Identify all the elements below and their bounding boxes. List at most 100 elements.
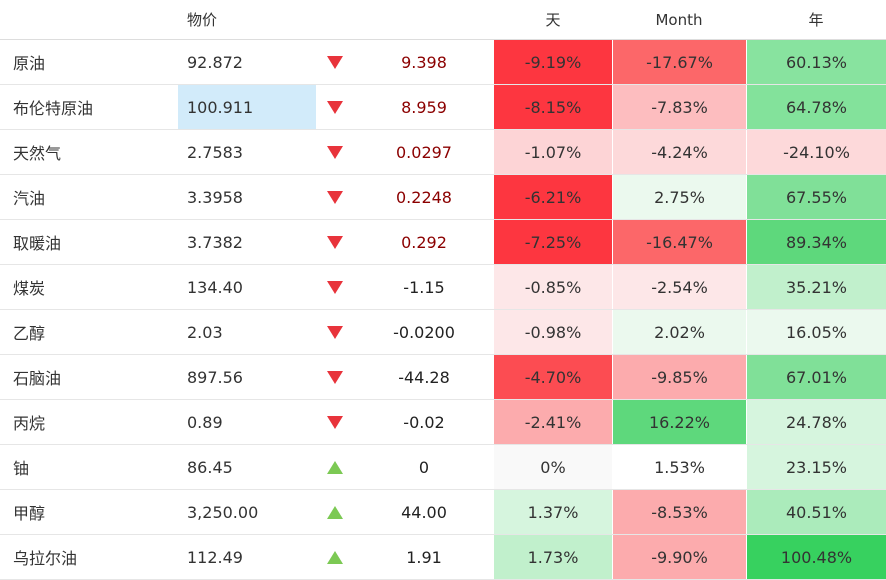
day-percent: -8.15% [494,85,612,129]
day-percent: -0.98% [494,310,612,354]
trend-arrow-cell [316,535,354,579]
table-row[interactable]: 汽油 3.3958 0.2248 -6.21% 2.75% 67.55% [0,175,886,220]
arrow-down-icon [327,145,343,159]
header-price[interactable]: 物价 [187,11,218,29]
trend-arrow-cell [316,220,354,264]
day-percent: -7.25% [494,220,612,264]
header-day[interactable]: 天 [545,11,561,29]
header-month[interactable]: Month [655,10,703,29]
change-value: -1.15 [403,277,445,297]
arrow-down-icon [327,325,343,339]
table-row[interactable]: 取暖油 3.7382 0.292 -7.25% -16.47% 89.34% [0,220,886,265]
price-value: 2.7583 [187,142,243,162]
price-value: 3.7382 [187,232,243,252]
price-value: 134.40 [187,277,243,297]
table-row[interactable]: 乙醇 2.03 -0.0200 -0.98% 2.02% 16.05% [0,310,886,355]
year-percent: 35.21% [746,265,886,309]
day-percent: -1.07% [494,130,612,174]
month-percent: 2.75% [612,175,746,219]
arrow-up-icon [327,505,343,519]
arrow-down-icon [327,280,343,294]
trend-arrow-cell [316,400,354,444]
day-percent: -9.19% [494,40,612,84]
commodity-name-link[interactable]: 铀 [13,459,30,478]
arrow-up-icon [327,550,343,564]
change-value: 1.91 [406,547,442,567]
price-value: 2.03 [187,322,223,342]
year-percent: 67.01% [746,355,886,399]
commodity-name-link[interactable]: 布伦特原油 [13,99,94,118]
arrow-up-icon [327,460,343,474]
year-percent: 16.05% [746,310,886,354]
day-percent: 1.73% [494,535,612,579]
trend-arrow-cell [316,40,354,84]
day-percent: 0% [494,445,612,489]
year-percent: 64.78% [746,85,886,129]
day-percent: -6.21% [494,175,612,219]
price-value: 897.56 [187,367,243,387]
arrow-down-icon [327,370,343,384]
change-value: 44.00 [401,502,447,522]
day-percent: -0.85% [494,265,612,309]
month-percent: -17.67% [612,40,746,84]
change-value: -44.28 [398,367,450,387]
year-percent: 67.55% [746,175,886,219]
month-percent: 16.22% [612,400,746,444]
table-header: 物价 天 Month 年 [0,0,886,40]
table-row[interactable]: 煤炭 134.40 -1.15 -0.85% -2.54% 35.21% [0,265,886,310]
year-percent: 24.78% [746,400,886,444]
commodity-name-link[interactable]: 石脑油 [13,369,62,388]
trend-arrow-cell [316,130,354,174]
price-value: 3,250.00 [187,502,259,522]
commodity-name-link[interactable]: 煤炭 [13,279,46,298]
trend-arrow-cell [316,175,354,219]
commodity-name-link[interactable]: 丙烷 [13,414,46,433]
commodity-name-link[interactable]: 乌拉尔油 [13,549,78,568]
arrow-down-icon [327,235,343,249]
trend-arrow-cell [316,445,354,489]
table-row[interactable]: 天然气 2.7583 0.0297 -1.07% -4.24% -24.10% [0,130,886,175]
price-value: 100.911 [178,85,316,129]
table-row[interactable]: 石脑油 897.56 -44.28 -4.70% -9.85% 67.01% [0,355,886,400]
month-percent: 1.53% [612,445,746,489]
year-percent: 40.51% [746,490,886,534]
change-value: 9.398 [401,52,447,72]
table-row[interactable]: 甲醇 3,250.00 44.00 1.37% -8.53% 40.51% [0,490,886,535]
table-row[interactable]: 原油 92.872 9.398 -9.19% -17.67% 60.13% [0,40,886,85]
table-row[interactable]: 布伦特原油 100.911 8.959 -8.15% -7.83% 64.78% [0,85,886,130]
month-percent: -9.90% [612,535,746,579]
commodity-name-link[interactable]: 乙醇 [13,324,46,343]
arrow-down-icon [327,415,343,429]
commodity-name-link[interactable]: 取暖油 [13,234,62,253]
month-percent: -7.83% [612,85,746,129]
trend-arrow-cell [316,85,354,129]
price-value: 112.49 [187,547,243,567]
table-body: 原油 92.872 9.398 -9.19% -17.67% 60.13% 布伦特原油 100… [0,40,886,580]
commodity-name-link[interactable]: 原油 [13,54,46,73]
month-percent: -8.53% [612,490,746,534]
year-percent: 89.34% [746,220,886,264]
change-value: 0.292 [401,232,447,252]
day-percent: -4.70% [494,355,612,399]
price-value: 3.3958 [187,187,243,207]
arrow-down-icon [327,190,343,204]
commodity-name-link[interactable]: 甲醇 [13,504,46,523]
change-value: 0.2248 [396,187,452,207]
month-percent: -4.24% [612,130,746,174]
day-percent: -2.41% [494,400,612,444]
year-percent: 23.15% [746,445,886,489]
price-value: 92.872 [187,52,243,72]
change-value: -0.0200 [393,322,455,342]
change-value: 8.959 [401,97,447,117]
year-percent: -24.10% [746,130,886,174]
commodity-name-link[interactable]: 天然气 [13,144,62,163]
table-row[interactable]: 丙烷 0.89 -0.02 -2.41% 16.22% 24.78% [0,400,886,445]
header-year[interactable]: 年 [808,11,824,29]
month-percent: -16.47% [612,220,746,264]
table-row[interactable]: 乌拉尔油 112.49 1.91 1.73% -9.90% 100.48% [0,535,886,580]
day-percent: 1.37% [494,490,612,534]
commodity-name-link[interactable]: 汽油 [13,189,46,208]
price-value: 0.89 [187,412,223,432]
table-row[interactable]: 铀 86.45 0 0% 1.53% 23.15% [0,445,886,490]
